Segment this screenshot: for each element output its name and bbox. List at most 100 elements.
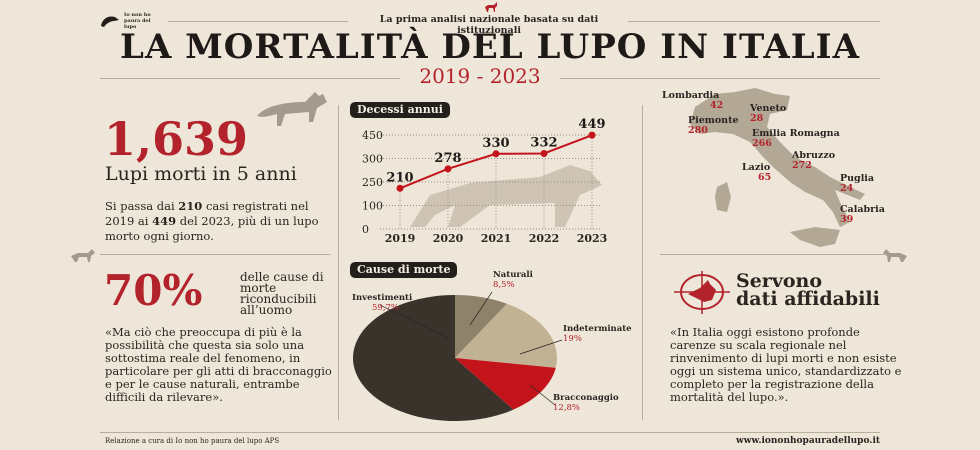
region-name: Piemonte <box>688 115 739 126</box>
x-tick-label: 2021 <box>481 232 512 245</box>
section-divider <box>100 254 330 255</box>
y-tick-label: 300 <box>362 153 383 166</box>
region-value: 28 <box>750 113 764 124</box>
header-rule-right <box>628 21 880 22</box>
wolf-silhouette-icon <box>257 92 327 126</box>
footer-credit: Relazione a cura di Io non ho paura del … <box>105 437 280 445</box>
x-tick-label: 2020 <box>433 232 464 245</box>
region-name: Puglia <box>840 173 875 184</box>
wolf-logo-icon <box>101 16 119 27</box>
section-divider <box>660 254 885 255</box>
pie-label-bracconaggio: Bracconaggio 12,8% <box>553 393 619 413</box>
pie-label-text: Indeterminate <box>563 324 632 334</box>
region-abruzzo: Abruzzo 272 <box>792 151 835 171</box>
pie-label-text: Naturali <box>493 270 533 280</box>
y-tick-label: 0 <box>362 223 369 236</box>
data-label: 449 <box>578 117 605 132</box>
data-point <box>588 131 596 139</box>
pie-label-text: Bracconaggio <box>553 393 619 403</box>
region-piemonte: Piemonte 280 <box>688 116 739 136</box>
data-point <box>540 149 548 157</box>
pie-leader-line <box>529 384 556 406</box>
pie-chart-title: Cause di morte <box>350 262 458 278</box>
region-veneto: Veneto 28 <box>750 104 786 124</box>
italy-map <box>690 88 865 247</box>
years: 2019 - 2023 <box>419 64 541 88</box>
reliable-quote: «In Italia oggi esistono profonde carenz… <box>670 325 902 404</box>
total-deaths: 1,639 <box>104 112 249 166</box>
years-rule-right <box>560 78 880 79</box>
pie-label-value: 19% <box>563 334 582 344</box>
pie-label-naturali: Naturali 8,5% <box>493 270 533 290</box>
footer-rule <box>100 432 880 433</box>
region-value: 39 <box>840 214 854 225</box>
region-name: Emilia Romagna <box>752 128 840 139</box>
summary-text: Si passa dai 210 casi registrati nel 201… <box>105 199 335 244</box>
region-name: Lombardia <box>662 90 720 101</box>
small-wolf-left-icon <box>71 249 95 262</box>
pie-label-text: Investimenti <box>352 293 413 303</box>
column-divider <box>338 105 339 420</box>
region-name: Calabria <box>840 204 885 215</box>
human-percent: 70% <box>104 266 203 315</box>
region-name: Abruzzo <box>792 150 836 161</box>
subtitle: La prima analisi nazionale basata su dat… <box>379 14 599 36</box>
pie-chart <box>353 291 563 421</box>
region-value: 280 <box>688 125 708 136</box>
region-name: Veneto <box>750 103 787 114</box>
page-title: LA MORTALITÀ DEL LUPO IN ITALIA <box>120 27 860 67</box>
x-tick-label: 2023 <box>577 232 608 245</box>
reliable-title-line: dati affidabili <box>736 288 880 310</box>
x-tick-label: 2019 <box>385 232 416 245</box>
data-point <box>444 165 452 173</box>
summary-text-part: casi registrati nel 2019 ai <box>105 199 309 228</box>
data-label: 278 <box>434 151 461 166</box>
years-rule-left <box>100 78 400 79</box>
pie-slice-bracconaggio <box>455 358 556 410</box>
region-emilia-romagna: Emilia Romagna 266 <box>752 129 840 149</box>
region-calabria: Calabria 39 <box>840 205 885 225</box>
small-wolf-right-icon <box>883 249 907 262</box>
pie-label-investimenti: Investimenti 59,7% <box>352 293 412 313</box>
wolf-background-icon <box>410 165 602 227</box>
data-point <box>396 184 404 192</box>
data-label: 330 <box>482 136 509 151</box>
line-chart: 0 100 250 300 450 210 2019 278 2020 330 2021 332 202… <box>362 117 608 245</box>
region-value: 24 <box>840 183 854 194</box>
region-puglia: Puglia 24 <box>840 174 874 194</box>
region-lombardia: Lombardia 42 <box>662 91 723 111</box>
target-wolf-icon <box>674 271 730 314</box>
pie-label-value: 12,8% <box>553 403 581 413</box>
logo[interactable]: Io non ho paura del lupo <box>100 12 162 30</box>
column-divider <box>642 105 643 420</box>
pie-slice-naturali <box>455 295 507 358</box>
reliable-data-title: Servono dati affidabili <box>736 270 880 310</box>
pie-leader-line <box>379 304 449 339</box>
pie-label-indeterminate: Indeterminate 19% <box>563 324 632 344</box>
y-tick-label: 100 <box>362 200 383 213</box>
data-point <box>492 150 500 158</box>
summary-text-part: del 2023, più di un lupo morto ogni gior… <box>105 214 319 243</box>
region-value: 266 <box>752 138 772 149</box>
red-wolf-icon <box>485 2 497 12</box>
logo-text: Io non ho paura del lupo <box>124 12 151 30</box>
y-tick-label: 450 <box>362 129 383 142</box>
value-2019: 210 <box>178 199 203 213</box>
reliable-title-line: Servono <box>736 270 823 292</box>
human-quote: «Ma ciò che preoccupa di più è la possib… <box>105 325 332 404</box>
value-2023: 449 <box>152 214 177 228</box>
y-tick-label: 250 <box>362 176 383 189</box>
human-label: delle cause di morte riconducibili all’u… <box>240 270 324 317</box>
pie-slice-investimenti <box>353 295 514 421</box>
pie-label-value: 59,7% <box>372 303 400 313</box>
region-lazio: Lazio 65 <box>742 163 771 183</box>
pie-slice-indeterminate <box>455 303 557 368</box>
header-rule-left <box>168 21 348 22</box>
footer-website[interactable]: www.iononhopauradellupo.it <box>736 436 881 446</box>
line-chart-title: Decessi annui <box>350 102 450 118</box>
data-label: 210 <box>386 170 413 185</box>
x-tick-label: 2022 <box>529 232 560 245</box>
region-value: 65 <box>758 172 772 183</box>
region-value: 42 <box>710 100 724 111</box>
pie-leader-line <box>519 339 563 355</box>
